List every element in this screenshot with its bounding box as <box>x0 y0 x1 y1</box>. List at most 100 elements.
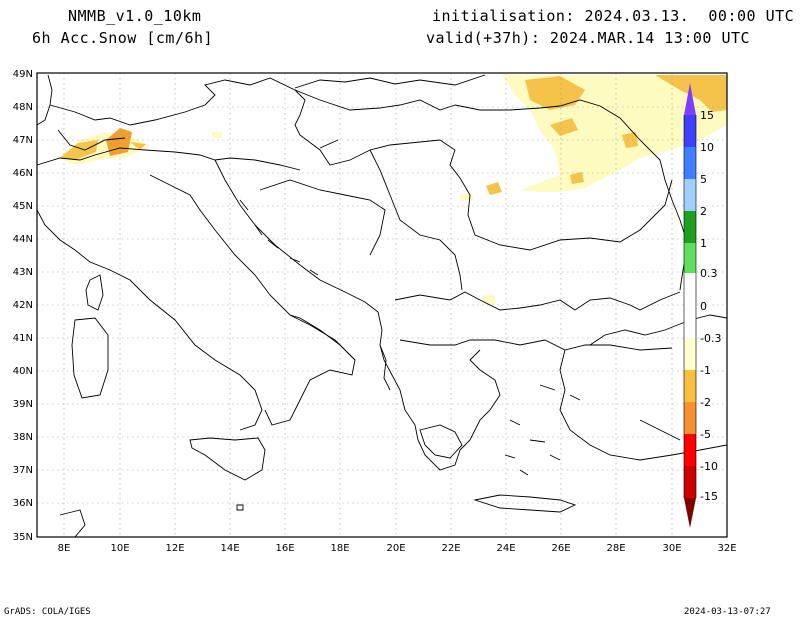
border-france-germany <box>36 74 53 126</box>
lon-tick: 18E <box>330 543 349 554</box>
coastlines-borders <box>36 74 728 538</box>
colorbar-label: 5 <box>700 173 707 186</box>
border-alps-south <box>36 147 301 171</box>
colorbar-label: -10 <box>700 460 718 473</box>
snow-medium-ukraine-1 <box>525 76 585 110</box>
coast-corsica <box>85 274 104 311</box>
colorbar-swatch <box>684 466 696 498</box>
colorbar-label: -5 <box>700 428 711 441</box>
coast-malta <box>236 504 244 511</box>
lat-tick: 45N <box>13 201 33 212</box>
lon-tick: 24E <box>496 543 515 554</box>
lon-tick: 8E <box>58 543 71 554</box>
footer-grads: GrADS: COLA/IGES <box>4 607 91 617</box>
lat-tick: 39N <box>13 399 33 410</box>
coast-cyprus-area <box>639 419 681 441</box>
colorbar-top-arrow <box>684 83 696 115</box>
coast-crete <box>473 494 577 513</box>
lon-tick: 30E <box>662 543 681 554</box>
colorbar-swatch <box>684 243 696 273</box>
lon-tick: 22E <box>441 543 460 554</box>
snow-medium-alps-2 <box>130 142 146 150</box>
colorbar-label: -2 <box>700 396 711 409</box>
border-hungary-romania <box>439 139 471 196</box>
model-title: NMMB_v1.0_10km <box>68 7 202 25</box>
border-poland-slovakia <box>294 74 486 89</box>
grid-lines <box>37 73 727 537</box>
lat-tick: 40N <box>13 366 33 377</box>
colorbar-swatch <box>684 338 696 370</box>
colorbar-label: -1 <box>700 364 711 377</box>
colorbar-label: 1 <box>700 237 707 250</box>
colorbar <box>683 83 697 528</box>
coast-turkey-marmara <box>589 314 728 346</box>
snow-light-small <box>460 193 473 201</box>
coast-peloponnese <box>419 424 463 459</box>
lat-tick: 38N <box>13 432 33 443</box>
lon-tick: 16E <box>275 543 294 554</box>
border-swiss-italy <box>57 129 126 151</box>
coast-italy-east <box>149 174 356 426</box>
snow-field <box>58 75 727 305</box>
coast-greece-west <box>399 389 461 471</box>
snow-medium-ukraine-3 <box>550 118 578 136</box>
coast-italy-west <box>36 209 263 431</box>
snow-light-bulgaria <box>482 294 496 305</box>
lat-tick: 48N <box>13 102 33 113</box>
border-austria-hungary <box>299 134 441 166</box>
lat-tick: 46N <box>13 168 33 179</box>
colorbar-label: 0 <box>700 300 707 313</box>
coast-tunisia <box>59 509 86 538</box>
lat-tick: 37N <box>13 465 33 476</box>
colorbar-bottom-arrow <box>684 498 696 528</box>
border-greece-north <box>399 339 673 351</box>
colorbar-swatch <box>684 147 696 179</box>
lat-tick: 36N <box>13 498 33 509</box>
map-frame <box>36 72 728 538</box>
lat-tick-labels: 49N 48N 47N 46N 45N 44N 43N 42N 41N 40N … <box>13 69 33 543</box>
colorbar-label: 0.3 <box>700 267 718 280</box>
colorbar-label: 2 <box>700 205 707 218</box>
lat-tick: 35N <box>13 532 33 543</box>
colorbar-swatch <box>684 370 696 402</box>
lat-tick: 44N <box>13 234 33 245</box>
snow-light-alps-2 <box>212 132 222 138</box>
lat-tick: 47N <box>13 135 33 146</box>
coast-aegean-islands <box>504 384 581 476</box>
border-croatia-coast <box>214 159 379 313</box>
lon-tick: 14E <box>220 543 239 554</box>
colorbar-zero-band <box>684 273 696 338</box>
colorbar-swatch <box>684 434 696 466</box>
variable-title: 6h Acc.Snow [cm/6h] <box>32 29 214 47</box>
border-macedonia <box>394 291 576 311</box>
coast-albania <box>379 344 391 391</box>
lon-tick: 20E <box>386 543 405 554</box>
colorbar-swatch <box>684 402 696 434</box>
border-ukraine-romania <box>454 99 666 181</box>
colorbar-label: -15 <box>700 490 718 503</box>
snow-heavy-alps <box>106 128 132 156</box>
lon-tick-labels: 8E 10E 12E 14E 16E 18E 20E 22E 24E 26E 2… <box>58 543 737 554</box>
coast-sicily <box>189 437 266 481</box>
border-alps-north <box>49 77 306 136</box>
colorbar-swatch <box>684 115 696 147</box>
coast-dalmatian-islands <box>239 199 319 276</box>
colorbar-swatch <box>684 179 696 211</box>
border-serbia <box>369 149 463 291</box>
border-bosnia <box>259 179 386 256</box>
snow-medium-romania-2 <box>570 172 584 184</box>
colorbar-label: -0.3 <box>700 332 721 345</box>
colorbar-swatch <box>684 211 696 243</box>
snow-medium-romania <box>486 182 502 195</box>
border-bulgaria-turkey <box>574 291 681 311</box>
border-montenegro-albania <box>377 311 401 391</box>
lon-tick: 28E <box>606 543 625 554</box>
colorbar-label: 15 <box>700 109 714 122</box>
coast-turkey-west <box>559 349 728 461</box>
border-slovakia-hungary <box>294 89 456 111</box>
border-romania-bulgaria <box>467 179 673 251</box>
colorbar-label: 10 <box>700 141 714 154</box>
valid-time: valid(+37h): 2024.MAR.14 13:00 UTC <box>426 29 751 47</box>
lat-tick: 49N <box>13 69 33 80</box>
